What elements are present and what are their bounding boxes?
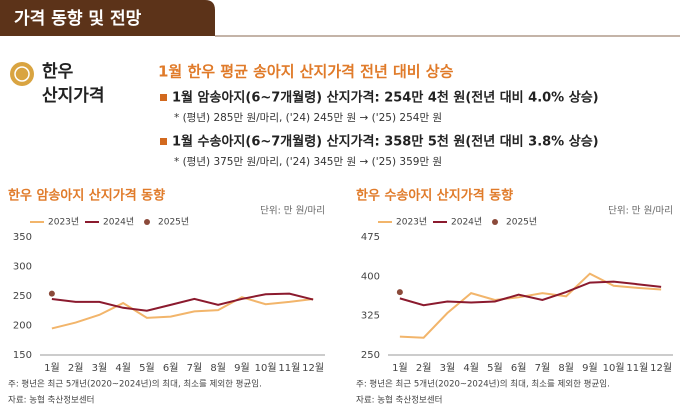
x-tick-label: 6월	[511, 362, 527, 374]
legend-label: 2024년	[451, 217, 482, 228]
data-line	[51, 296, 314, 330]
legend-symbol	[492, 219, 498, 225]
x-tick-label: 12월	[650, 362, 672, 374]
footnote: 주: 평년은 최근 5개년(2020~2024년)의 최대, 최소를 제외한 평…	[8, 379, 262, 390]
x-tick-label: 1월	[44, 362, 60, 374]
x-tick-label: 9월	[234, 362, 250, 374]
item-text: 1월 암송아지(6~7개월령) 산지가격: 254만 4천 원(전년 대비 4.…	[172, 90, 599, 106]
x-tick-label: 9월	[582, 362, 598, 374]
x-tick-label: 4월	[463, 362, 479, 374]
x-tick-label: 3월	[92, 362, 108, 374]
legend-label: 2023년	[396, 217, 427, 228]
y-tick-label: 250	[13, 291, 32, 302]
data-line	[399, 272, 662, 339]
unit-label: 단위: 만 원/마리	[260, 205, 325, 217]
x-tick-label: 10월	[603, 362, 625, 374]
item-note: * (평년) 375만 원/마리, ('24) 345만 원 → ('25) 3…	[174, 156, 442, 168]
legend-label: 2025년	[506, 217, 537, 228]
section-label: 산지가격	[42, 86, 105, 106]
source: 자료: 농협 축산정보센터	[8, 395, 94, 406]
x-tick-label: 5월	[139, 362, 155, 374]
y-tick-label: 300	[13, 262, 32, 273]
header-title: 가격 동향 및 전망	[14, 8, 142, 29]
headline: 1월 한우 평균 송아지 산지가격 전년 대비 상승	[158, 63, 454, 81]
x-tick-label: 5월	[487, 362, 503, 374]
x-tick-label: 11월	[278, 362, 300, 374]
x-tick-label: 11월	[626, 362, 648, 374]
icon	[10, 62, 34, 86]
item-text: 1월 수송아지(6~7개월령) 산지가격: 358만 5천 원(전년 대비 3.…	[172, 134, 599, 150]
data-line	[51, 292, 314, 312]
x-tick-label: 7월	[535, 362, 551, 374]
header-bar	[0, 0, 215, 36]
x-tick-label: 4월	[115, 362, 131, 374]
source: 자료: 농협 축산정보센터	[356, 395, 442, 406]
x-tick-label: 10월	[255, 362, 277, 374]
x-tick-label: 8월	[558, 362, 574, 374]
y-tick-label: 250	[361, 350, 380, 361]
chart-title: 한우 암송아지 산지가격 동향	[8, 188, 165, 204]
legend-label: 2024년	[103, 217, 134, 228]
x-tick-label: 1월	[392, 362, 408, 374]
item-note: * (평년) 285만 원/마리, ('24) 245만 원 → ('25) 2…	[174, 112, 442, 124]
x-tick-label: 8월	[210, 362, 226, 374]
y-tick-label: 400	[361, 271, 380, 282]
y-tick-label: 350	[13, 232, 32, 243]
x-tick-label: 2월	[416, 362, 432, 374]
bullet	[160, 138, 167, 145]
y-tick-label: 475	[361, 232, 380, 243]
x-tick-label: 6월	[163, 362, 179, 374]
legend-label: 2025년	[158, 217, 189, 228]
x-tick-label: 7월	[187, 362, 203, 374]
chart-title: 한우 수송아지 산지가격 동향	[356, 188, 513, 204]
icon-ring	[14, 66, 30, 82]
unit-label: 단위: 만 원/마리	[608, 205, 673, 217]
data-point	[48, 290, 55, 297]
y-tick-label: 150	[13, 350, 32, 361]
data-point	[396, 289, 403, 296]
data-line	[399, 280, 662, 307]
x-tick-label: 3월	[440, 362, 456, 374]
legend-symbol	[144, 219, 150, 225]
y-tick-label: 200	[13, 321, 32, 332]
x-tick-label: 2월	[68, 362, 84, 374]
legend-label: 2023년	[48, 217, 79, 228]
x-tick-label: 12월	[302, 362, 324, 374]
bullet	[160, 94, 167, 101]
section-label: 한우	[42, 62, 74, 82]
y-tick-label: 325	[361, 311, 380, 322]
footnote: 주: 평년은 최근 5개년(2020~2024년)의 최대, 최소를 제외한 평…	[356, 379, 610, 390]
